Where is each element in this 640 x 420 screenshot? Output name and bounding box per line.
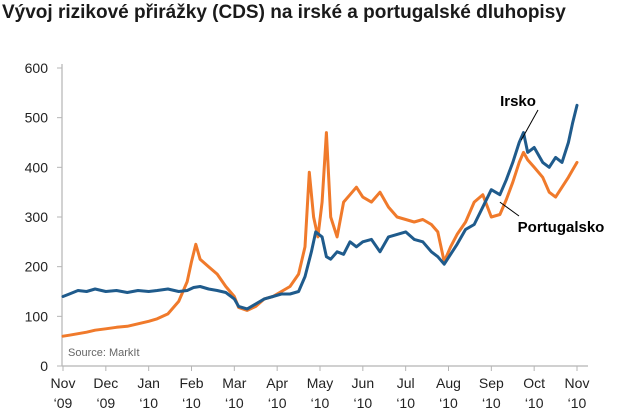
- x-tick-year-label: ‘10: [568, 395, 587, 411]
- x-tick-year-label: ‘10: [225, 395, 244, 411]
- x-tick-year-label: ‘10: [311, 395, 330, 411]
- y-tick-label: 400: [25, 159, 49, 175]
- source-note: Source: MarkIt: [68, 347, 140, 359]
- x-tick-month-label: May: [307, 375, 333, 391]
- x-tick-year-label: ‘10: [353, 395, 372, 411]
- x-tick-year-label: ‘10: [268, 395, 287, 411]
- y-tick-label: 500: [25, 110, 49, 126]
- x-tick-year-label: ‘10: [482, 395, 501, 411]
- x-tick-year-label: ‘09: [96, 395, 115, 411]
- series-line-portugalsko: [61, 131, 579, 338]
- irsko-pointer-line: [520, 109, 539, 141]
- series-label-irsko: Irsko: [500, 93, 536, 110]
- x-tick-month-label: Jun: [352, 375, 375, 391]
- x-tick-year-label: ‘10: [396, 395, 415, 411]
- x-tick-year-label: ‘10: [525, 395, 544, 411]
- series-label-portugalsko: Portugalsko: [518, 219, 605, 236]
- portugalsko-pointer-line: [499, 201, 520, 217]
- x-tick-month-label: Mar: [222, 375, 246, 391]
- y-tick-label: 600: [25, 60, 49, 76]
- x-tick-month-label: Sep: [479, 375, 504, 391]
- x-tick-month-label: Oct: [523, 375, 545, 391]
- x-tick-month-label: Apr: [266, 375, 288, 391]
- x-tick-year-label: ‘10: [439, 395, 458, 411]
- x-tick-year-label: ‘09: [54, 395, 73, 411]
- x-tick-month-label: Feb: [179, 375, 203, 391]
- x-tick-year-label: ‘10: [139, 395, 158, 411]
- y-tick-label: 100: [25, 308, 49, 324]
- y-tick-label: 300: [25, 209, 49, 225]
- x-tick-month-label: Nov: [565, 375, 590, 391]
- x-tick-month-label: Dec: [93, 375, 118, 391]
- y-tick-label: 200: [25, 259, 49, 275]
- chart-title: Vývoj rizikové přirážky (CDS) na irské a…: [2, 2, 566, 23]
- y-tick-label: 0: [40, 358, 48, 374]
- series-line-irsko: [61, 103, 579, 311]
- x-tick-month-label: Nov: [51, 375, 76, 391]
- x-tick-month-label: Jan: [137, 375, 160, 391]
- x-tick-year-label: ‘10: [182, 395, 201, 411]
- x-tick-month-label: Aug: [436, 375, 461, 391]
- x-tick-month-label: Jul: [397, 375, 415, 391]
